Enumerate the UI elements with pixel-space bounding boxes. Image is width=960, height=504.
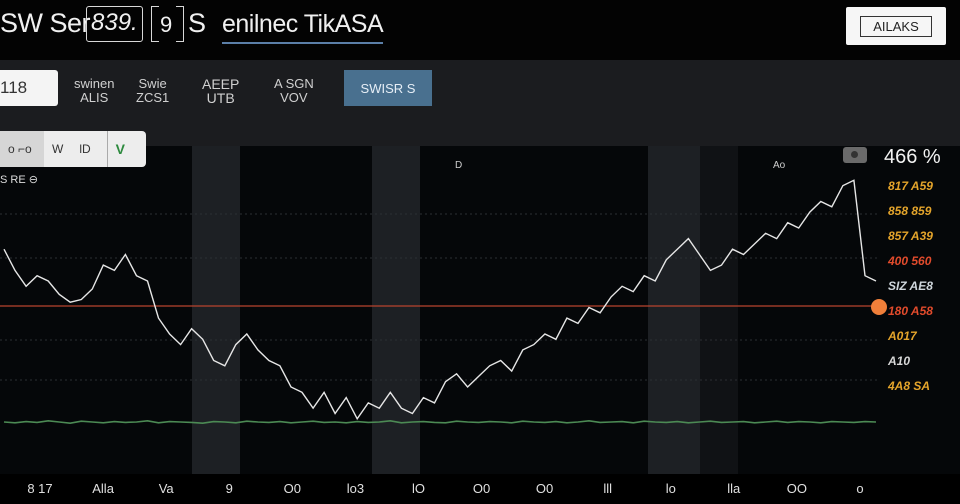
- right-axis-labels: 817 A59 858 859 857 A39 400 560 SIZ AE8 180 A…: [887, 179, 933, 393]
- right-axis-label: A10: [887, 354, 910, 368]
- time-band: [700, 146, 738, 474]
- toolbar-item-1-line1: swinen: [74, 76, 115, 91]
- last-price-dot: [871, 299, 887, 315]
- x-tick-label: lO: [412, 481, 425, 496]
- x-tick-label: OO: [787, 481, 807, 496]
- alerts-button-label: AILAKS: [860, 15, 932, 37]
- toolbar-item-2[interactable]: Swie ZCS1: [136, 77, 169, 105]
- right-axis-label: 4A8 SA: [887, 379, 930, 393]
- x-tick-label: o: [856, 481, 863, 496]
- toolbar-item-4-line1: A SGN: [274, 76, 314, 91]
- bracket-left: [151, 6, 159, 42]
- plot-area: [0, 146, 960, 474]
- right-axis-label: 858 859: [888, 204, 932, 218]
- toolbar-item-2-line1: Swie: [138, 76, 167, 91]
- segment-2[interactable]: W: [52, 142, 64, 156]
- time-band: [372, 146, 420, 474]
- toolbar-item-3-line1: AEEP: [202, 76, 240, 92]
- x-tick-label: 9: [226, 481, 233, 496]
- quantity-input[interactable]: 118: [0, 70, 58, 106]
- x-tick-label: 8 17: [27, 481, 52, 496]
- volume-series: [3, 419, 877, 425]
- toolbar-item-4[interactable]: A SGN VOV: [274, 77, 314, 105]
- top-bar: SW Ser 839. 9 S enilnec TikASA AILAKS: [0, 0, 960, 60]
- right-axis-label: A017: [887, 329, 918, 343]
- x-tick-label: Alla: [92, 481, 114, 496]
- right-axis-label: 180 A58: [888, 304, 933, 318]
- toolbar-item-4-line2: VOV: [280, 90, 308, 105]
- marker-d: D: [455, 160, 462, 171]
- x-axis-ticks: 8 17 Alla Va 9 O0 lo3 lO O0 O0 lll lo lla OO o: [27, 481, 863, 496]
- drawing-sub-label: S RE ⊖: [0, 174, 38, 186]
- symbol-box[interactable]: 839.: [86, 6, 143, 42]
- right-axis-label: SIZ AE8: [888, 279, 933, 293]
- alerts-button[interactable]: AILAKS: [846, 7, 946, 45]
- toolbar-item-3[interactable]: AEEP UTB: [202, 77, 239, 105]
- time-band: [648, 146, 700, 474]
- right-axis-label: 817 A59: [888, 179, 933, 193]
- toolbar-item-3-line2: UTB: [206, 90, 235, 106]
- x-tick-label: Va: [159, 481, 175, 496]
- x-tick-label: O0: [473, 481, 490, 496]
- instrument-name[interactable]: enilnec TikASA: [222, 10, 384, 44]
- app-title: SW Ser: [0, 8, 91, 38]
- time-band: [192, 146, 240, 474]
- segment-1[interactable]: o ⌐o: [0, 131, 44, 167]
- right-axis-label: 400 560: [887, 254, 932, 268]
- x-tick-label: lll: [603, 481, 612, 496]
- x-tick-label: lo: [666, 481, 676, 496]
- right-axis-label: 857 A39: [888, 229, 933, 243]
- x-tick-label: lo3: [347, 481, 364, 496]
- toolbar-item-1[interactable]: swinen ALIS: [74, 77, 114, 105]
- toolbar: 118 swinen ALIS Swie ZCS1 AEEP UTB A SGN…: [0, 60, 960, 146]
- marker-ao: Ao: [773, 160, 786, 171]
- title-letter: S: [188, 8, 206, 38]
- x-tick-label: O0: [536, 481, 553, 496]
- segment-confirm[interactable]: V: [106, 131, 133, 167]
- toolbar-item-1-line2: ALIS: [80, 90, 109, 105]
- drawing-tools: o ⌐o W lD V: [0, 131, 146, 167]
- grid-lines: [0, 213, 880, 381]
- interval-label[interactable]: 9: [160, 12, 172, 37]
- camera-icon[interactable]: [843, 147, 867, 163]
- toolbar-item-2-line2: ZCS1: [136, 90, 170, 105]
- x-tick-label: O0: [284, 481, 301, 496]
- segment-3[interactable]: lD: [79, 142, 91, 156]
- bracket-right: [176, 6, 184, 42]
- price-series: [3, 179, 877, 421]
- time-bands: [192, 146, 738, 474]
- top-right-value: 466 %: [884, 146, 941, 168]
- tab-active[interactable]: SWISR S: [344, 70, 432, 106]
- x-tick-label: lla: [727, 481, 741, 496]
